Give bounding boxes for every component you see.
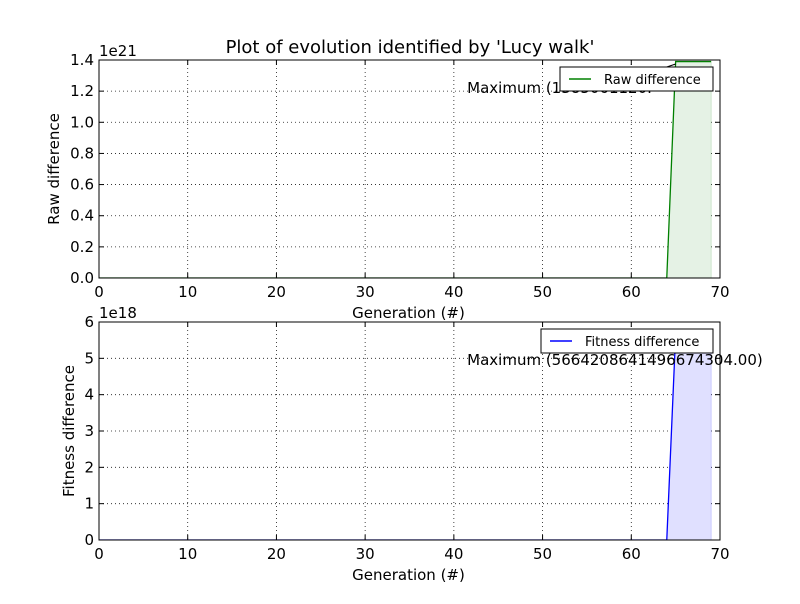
- y-axis-label: Fitness difference: [60, 365, 78, 497]
- x-axis-label: Generation (#): [352, 566, 465, 584]
- y-tick-label: 4: [84, 386, 94, 404]
- y-tick-label: 0.6: [70, 176, 94, 194]
- y-tick-label: 6: [84, 313, 94, 331]
- x-tick-label: 0: [94, 283, 104, 301]
- y-tick-label: 0.2: [70, 238, 94, 256]
- x-tick-label: 40: [444, 545, 463, 563]
- x-tick-label: 50: [533, 545, 552, 563]
- y-tick-label: 3: [84, 422, 94, 440]
- y-tick-label: 1: [84, 495, 94, 513]
- axis-offset-label: 1e18: [99, 304, 137, 322]
- y-tick-label: 5: [84, 349, 94, 367]
- x-tick-label: 30: [356, 545, 375, 563]
- x-tick-label: 0: [94, 545, 104, 563]
- max-annotation: Maximum (5664208641496674304.00): [467, 351, 763, 369]
- y-axis-label: Raw difference: [45, 113, 63, 225]
- x-tick-label: 60: [622, 545, 641, 563]
- figure-title: Plot of evolution identified by 'Lucy wa…: [226, 37, 595, 58]
- x-tick-label: 50: [533, 283, 552, 301]
- x-tick-label: 40: [444, 283, 463, 301]
- x-tick-label: 10: [178, 283, 197, 301]
- x-tick-label: 60: [622, 283, 641, 301]
- x-tick-label: 70: [710, 545, 729, 563]
- y-tick-label: 0.8: [70, 144, 94, 162]
- y-tick-label: 0.0: [70, 269, 94, 287]
- legend-label: Fitness difference: [585, 335, 699, 350]
- y-tick-label: 1.2: [70, 82, 94, 100]
- x-tick-label: 10: [178, 545, 197, 563]
- x-tick-label: 20: [267, 283, 286, 301]
- axis-offset-label: 1e21: [99, 42, 137, 60]
- y-tick-label: 1.0: [70, 113, 94, 131]
- x-tick-label: 30: [356, 283, 375, 301]
- x-tick-label: 70: [710, 283, 729, 301]
- y-tick-label: 2: [84, 458, 94, 476]
- x-tick-label: 20: [267, 545, 286, 563]
- legend-label: Raw difference: [604, 73, 701, 88]
- y-tick-label: 0: [84, 531, 94, 549]
- x-axis-label: Generation (#): [352, 304, 465, 322]
- y-tick-label: 0.4: [70, 207, 94, 225]
- y-tick-label: 1.4: [70, 51, 94, 69]
